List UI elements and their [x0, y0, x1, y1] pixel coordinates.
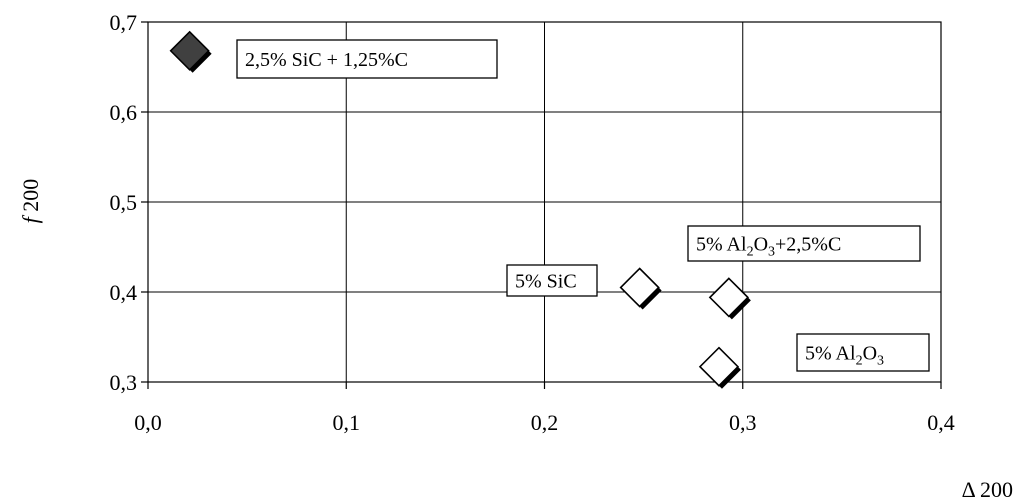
annotation-box: 5% Al2O3 — [796, 333, 930, 372]
annotation-label: 5% Al2O3 — [805, 343, 884, 369]
annotation-text-part: 5% Al — [696, 234, 747, 256]
annotation-box: 5% SiC — [506, 264, 598, 297]
y-tick-label: 0,6 — [110, 100, 138, 125]
annotation-text-part: O — [863, 343, 877, 365]
y-axis-ticks: 0,3 0,4 0,5 0,6 0,7 — [110, 10, 148, 395]
x-tick-label: 0,1 — [333, 410, 361, 435]
data-point-marker — [619, 267, 662, 310]
annotation-subscript: 2 — [747, 245, 754, 260]
annotation-text-part: +2,5%C — [775, 234, 841, 256]
annotation-subscript: 2 — [856, 354, 863, 369]
annotation-subscript: 3 — [768, 245, 775, 260]
data-point-marker — [169, 30, 212, 73]
marker-diamond — [698, 346, 740, 387]
annotation-box: 5% Al2O3+2,5%C — [687, 225, 921, 262]
annotation-border — [687, 225, 921, 262]
annotation-border — [236, 39, 498, 79]
y-tick-label: 0,3 — [110, 370, 138, 395]
marker-diamond — [169, 30, 210, 71]
annotation-border — [506, 264, 598, 297]
x-tick-label: 0,0 — [134, 410, 162, 435]
annotation-subscript: 3 — [877, 354, 884, 369]
y-axis-label: f 200 — [18, 179, 43, 224]
x-tick-label: 0,2 — [531, 410, 559, 435]
y-axis-label-italic: f — [18, 214, 43, 223]
annotation-text-part: 5% SiC — [515, 271, 577, 293]
marker-diamond — [708, 277, 750, 318]
annotation-label: 5% Al2O3+2,5%C — [696, 234, 841, 260]
y-axis-label-rest: 200 — [18, 179, 43, 218]
annotation-label: 2,5% SiC + 1,25%C — [245, 49, 408, 71]
grid-lines — [148, 22, 941, 382]
data-point-marker — [708, 277, 751, 320]
x-tick-label: 0,4 — [927, 410, 955, 435]
y-tick-label: 0,7 — [110, 10, 138, 35]
data-point-marker — [698, 346, 741, 389]
y-tick-label: 0,4 — [110, 280, 138, 305]
annotation-text-part: 2,5% SiC + 1,25%C — [245, 49, 408, 71]
x-tick-label: 0,3 — [729, 410, 757, 435]
annotation-text-part: 5% Al — [805, 343, 856, 365]
x-axis-ticks: 0,0 0,1 0,2 0,3 0,4 — [134, 382, 955, 435]
marker-diamond — [619, 267, 660, 308]
annotation-border — [796, 333, 930, 372]
y-tick-label: 0,5 — [110, 190, 138, 215]
annotation-box: 2,5% SiC + 1,25%C — [236, 39, 498, 79]
x-axis-label: Δ 200 — [962, 477, 1013, 502]
annotation-label: 5% SiC — [515, 271, 577, 293]
annotation-text-part: O — [754, 234, 768, 256]
data-markers — [169, 30, 751, 389]
